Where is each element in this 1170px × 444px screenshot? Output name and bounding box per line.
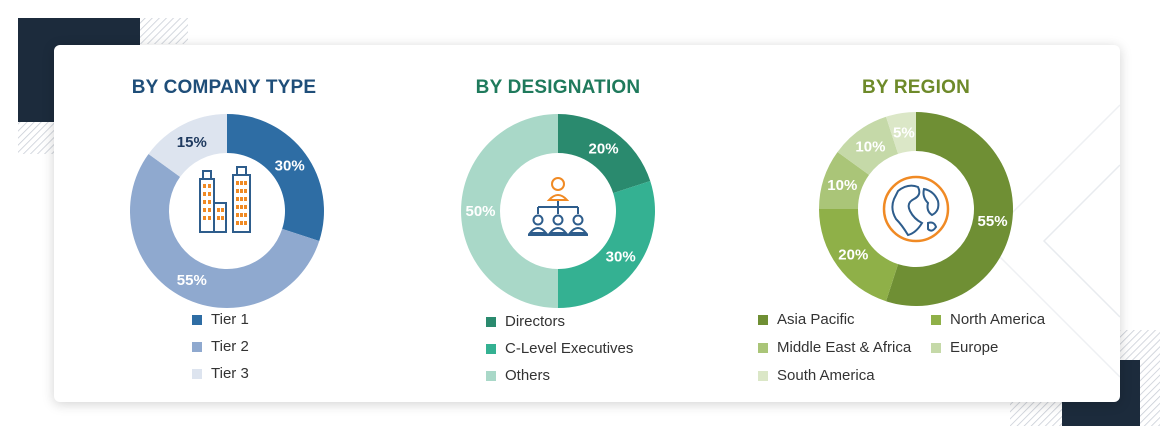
- data-label-middle-east-africa: 10%: [827, 177, 857, 194]
- chart-title-region: BY REGION: [861, 77, 971, 98]
- legend-swatch: [486, 370, 496, 381]
- legend-item-south-america: South America: [758, 367, 875, 384]
- donut-slice-south-america: [886, 112, 916, 154]
- data-label-directors: 20%: [589, 140, 619, 157]
- legend-label: North America: [950, 311, 1046, 328]
- donut-designation: 20% 30% 50%: [461, 114, 655, 308]
- legend-swatch: [192, 368, 202, 379]
- chart-card: BY COMPANY TYPE 30% 55% 15%: [54, 45, 1120, 402]
- legend-swatch: [758, 370, 768, 381]
- donut-region: 55% 20% 10% 10% 5%: [819, 112, 1013, 306]
- buildings-icon: [199, 166, 251, 233]
- legend-item-tier-2: Tier 2: [192, 338, 249, 355]
- donut-slice-c-level-executives: [558, 181, 655, 308]
- legend-swatch: [758, 342, 768, 353]
- globe-icon: [882, 175, 950, 243]
- data-label-asia-pacific: 55%: [978, 213, 1008, 230]
- legend-item-asia-pacific: Asia Pacific: [758, 311, 855, 328]
- legend-label: Directors: [505, 313, 566, 330]
- legend-item-c-level-executives: C-Level Executives: [486, 340, 633, 357]
- data-label-c-level-executives: 30%: [606, 249, 636, 266]
- legend-swatch: [192, 314, 202, 325]
- donut-slice-tier-2: [130, 153, 320, 308]
- data-label-tier-2: 55%: [177, 272, 207, 289]
- legend-item-tier-3: Tier 3: [192, 365, 249, 382]
- data-label-others: 50%: [465, 203, 495, 220]
- chart-title-designation: BY DESIGNATION: [475, 77, 641, 98]
- legend-item-directors: Directors: [486, 313, 565, 330]
- donut-slice-directors: [558, 114, 651, 194]
- panel-company-type: BY COMPANY TYPE 30% 55% 15%: [54, 45, 394, 402]
- legend-swatch: [758, 314, 768, 325]
- panel-region: BY REGION 55% 20% 10% 10% 5% Asia Pacific No…: [746, 45, 1086, 402]
- donut-company-type: 30% 55% 15%: [130, 114, 324, 308]
- legend-item-north-america: North America: [931, 311, 1045, 328]
- donut-slice-middle-east-africa: [819, 151, 870, 209]
- legend-swatch: [931, 314, 941, 325]
- donut-slice-asia-pacific: [886, 112, 1013, 306]
- data-label-europe: 10%: [855, 138, 885, 155]
- panel-designation: BY DESIGNATION 20% 30% 50% Directors C-Lev…: [388, 45, 728, 402]
- legend-item-tier-1: Tier 1: [192, 311, 249, 328]
- donut-slice-north-america: [819, 209, 899, 302]
- donut-slice-tier-1: [227, 114, 324, 241]
- legend-label: Middle East & Africa: [777, 339, 912, 356]
- data-label-north-america: 20%: [838, 247, 868, 264]
- donut-slice-others: [461, 114, 558, 308]
- donut-slice-europe: [837, 116, 899, 175]
- legend-item-middle-east-africa: Middle East & Africa: [758, 339, 911, 356]
- data-label-south-america: 5%: [893, 124, 915, 141]
- legend-swatch: [931, 342, 941, 353]
- legend-label: Tier 3: [211, 365, 249, 382]
- legend-label: Tier 1: [211, 311, 249, 328]
- org-hierarchy-icon: [527, 177, 589, 236]
- legend-label: Asia Pacific: [777, 311, 855, 328]
- legend-label: South America: [777, 367, 875, 384]
- chart-title-company-type: BY COMPANY TYPE: [131, 77, 317, 98]
- legend-item-europe: Europe: [931, 339, 998, 356]
- legend-swatch: [192, 341, 202, 352]
- data-label-tier-3: 15%: [177, 134, 207, 151]
- legend-item-others: Others: [486, 367, 550, 384]
- legend-label: Tier 2: [211, 338, 249, 355]
- data-label-tier-1: 30%: [275, 157, 305, 174]
- legend-swatch: [486, 316, 496, 327]
- legend-label: Europe: [950, 339, 999, 356]
- donut-slice-tier-3: [148, 114, 227, 177]
- legend-label: Others: [505, 367, 551, 384]
- legend-swatch: [486, 343, 496, 354]
- legend-label: C-Level Executives: [505, 340, 634, 357]
